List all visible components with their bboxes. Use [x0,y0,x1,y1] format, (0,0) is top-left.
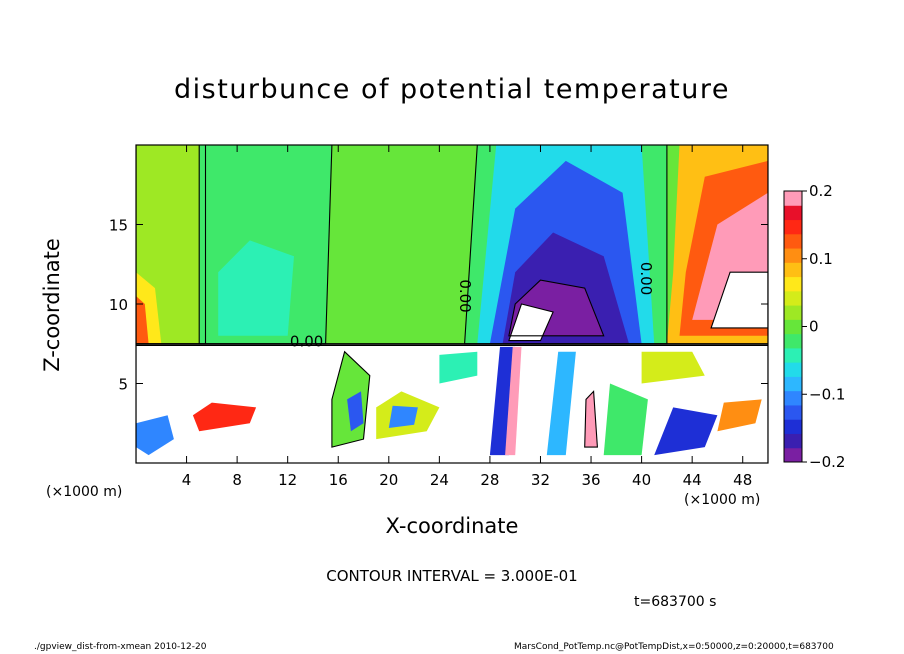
colorbar-segment [784,319,802,335]
colorbar-tick-label: 0.2 [809,182,833,200]
field-region [654,407,718,456]
footer-data-source: MarsCond_PotTemp.nc@PotTempDist,x=0:5000… [514,642,834,652]
contour-line [710,271,768,329]
contour-line [508,303,554,342]
colorbar-segment [784,376,802,392]
x-tick-label: 32 [531,471,550,489]
contour-labels: 0.00 0.00 0.00 [290,262,655,351]
contour-line [584,390,598,448]
colorbar-tick-label: −0.2 [809,453,845,471]
colorbar-segment [784,419,802,434]
y-tick-label: 15 [109,217,128,235]
x-tick-label: 36 [581,471,600,489]
contour-label: 0.00 [456,279,474,312]
colorbar-segment [784,333,802,349]
x-unit-label-right: (×1000 m) [684,492,761,508]
colorbar-segment [784,191,802,206]
field-region [505,346,522,456]
contour-label: 0.00 [290,333,323,351]
x-tick-label: 44 [683,471,702,489]
field-region [717,399,762,432]
field-region [136,415,174,456]
x-tick-label: 28 [480,471,499,489]
field-region [347,391,364,432]
colorbar-tick-label: 0.1 [809,250,833,268]
colorbar-segment [784,262,802,278]
field-region [508,304,554,341]
field-region [136,296,149,344]
field-region [218,240,294,336]
field-region [439,351,478,384]
y-axis-ticks: 5 10 15 [109,217,768,394]
colorbar-tick-label: 0 [809,318,819,336]
time-label: t=683700 s [634,594,717,610]
colorbar-segment [784,447,802,463]
x-unit-label-left: (×1000 m) [46,484,123,500]
chart-title: disturbunce of potential temperature [174,74,730,105]
field-region [641,351,705,384]
x-tick-label: 16 [329,471,348,489]
contour-label: 0.00 [637,262,655,295]
heatmap-field [136,145,768,463]
contour-interval-text: CONTOUR INTERVAL = 3.000E-01 [326,567,578,585]
colorbar-segment [784,205,802,221]
field-region [711,272,768,328]
x-tick-label: 48 [733,471,752,489]
field-region [388,405,418,428]
contour-line [508,279,605,337]
colorbar: 0.2 0.1 0 −0.1 −0.2 [783,182,845,471]
x-tick-label: 12 [278,471,297,489]
colorbar-segment [784,305,802,320]
x-tick-label: 40 [632,471,651,489]
colorbar-tick-label: −0.1 [809,385,845,403]
y-tick-label: 5 [118,376,128,394]
contour-line [331,350,371,448]
colorbar-segment [784,347,802,363]
colorbar-segment [784,276,802,292]
field-region [546,351,576,456]
colorbar-segment [784,362,802,377]
x-tick-label: 24 [430,471,449,489]
contour-lines [136,145,768,463]
colorbar-segment [784,433,802,449]
y-tick-label: 10 [109,296,128,314]
x-axis-label: X-coordinate [385,514,519,538]
colorbar-segment [784,390,802,406]
x-axis-ticks: 4 8 12 16 20 24 28 32 36 40 44 48 [182,145,752,489]
field-region [603,383,648,456]
field-region [192,402,257,432]
footer-script-info: ./gpview_dist-from-xmean 2010-12-20 [34,642,207,652]
y-axis-label: Z-coordinate [40,238,64,372]
x-tick-label: 20 [379,471,398,489]
colorbar-segment [784,219,802,235]
x-tick-label: 4 [182,471,192,489]
x-tick-label: 8 [232,471,242,489]
colorbar-segment [784,290,802,306]
colorbar-segment [784,248,802,263]
colorbar-segment [784,233,802,249]
colorbar-segment [784,404,802,420]
